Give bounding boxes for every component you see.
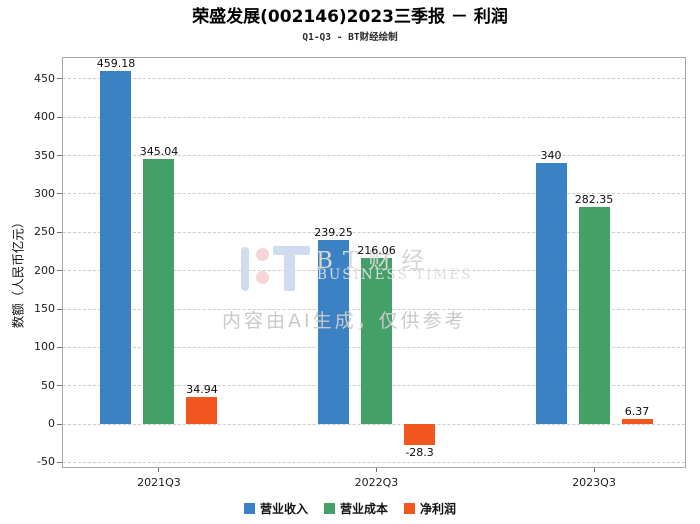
plot-area-border <box>62 57 686 468</box>
y-tick-mark <box>57 346 62 348</box>
legend-label-cost: 营业成本 <box>339 502 388 516</box>
y-tick-mark <box>57 116 62 118</box>
y-tick-label: 50 <box>41 378 55 392</box>
gridline <box>63 231 685 233</box>
bar-2022Q3-s2 <box>403 423 435 446</box>
gridline <box>63 461 685 463</box>
y-tick-label: 250 <box>34 225 55 239</box>
bar-2022Q3-s0 <box>317 240 349 424</box>
legend-marker-net-profit-icon <box>404 503 415 514</box>
y-tick-mark <box>57 193 62 195</box>
legend-label-net-profit: 净利润 <box>420 502 457 516</box>
y-tick-label: 350 <box>34 148 55 162</box>
y-tick-mark <box>57 461 62 463</box>
legend-item-net-profit: 净利润 <box>404 500 456 517</box>
bar-value-label: 459.18 <box>96 57 136 71</box>
y-tick-mark <box>57 231 62 233</box>
legend-marker-cost-icon <box>323 503 335 514</box>
gridline <box>63 423 685 425</box>
legend-marker-revenue-icon <box>243 503 255 514</box>
x-tick-mark <box>375 468 377 472</box>
bar-2021Q3-s2 <box>186 396 218 424</box>
y-tick-label: 400 <box>34 110 55 124</box>
y-tick-mark <box>57 385 62 387</box>
bar-value-label: 282.35 <box>574 193 614 207</box>
y-tick-mark <box>57 308 62 310</box>
bar-value-label: 345.04 <box>139 144 179 158</box>
bar-2021Q3-s0 <box>100 71 132 424</box>
bar-2022Q3-s1 <box>360 257 392 424</box>
y-tick-mark <box>57 423 62 425</box>
bar-2023Q3-s0 <box>535 162 567 424</box>
legend: 营业收入 营业成本 净利润 <box>0 500 700 517</box>
bar-value-label: 6.37 <box>624 404 650 418</box>
y-tick-mark <box>57 270 62 272</box>
gridline <box>63 116 685 118</box>
bar-value-label: 34.94 <box>186 382 218 396</box>
x-tick-label: 2023Q3 <box>572 476 616 489</box>
x-tick-label: 2021Q3 <box>137 476 181 489</box>
chart-subtitle: Q1-Q3 - BT财经绘制 <box>302 32 398 43</box>
bar-2023Q3-s1 <box>578 207 610 424</box>
x-tick-label: 2022Q3 <box>354 476 399 489</box>
chart-title: 荣盛发展(002146)2023三季报 － 利润 <box>192 7 508 27</box>
y-tick-label: 100 <box>34 340 55 354</box>
bar-value-label: 340 <box>540 148 562 162</box>
bar-value-label: 216.06 <box>357 243 396 257</box>
legend-item-revenue: 营业收入 <box>243 500 308 517</box>
bar-value-label: -28.3 <box>405 446 434 460</box>
y-tick-label: -50 <box>37 455 55 469</box>
x-tick-mark <box>593 468 595 472</box>
gridline <box>63 155 685 157</box>
legend-item-cost: 营业成本 <box>323 500 388 517</box>
y-tick-mark <box>57 155 62 157</box>
y-tick-label: 200 <box>34 263 55 277</box>
y-tick-label: 150 <box>34 302 55 315</box>
y-tick-label: 0 <box>48 417 55 431</box>
bar-2021Q3-s1 <box>143 158 175 424</box>
y-tick-label: 450 <box>34 71 55 85</box>
bar-2023Q3-s2 <box>621 418 653 424</box>
legend-label-revenue: 营业收入 <box>259 502 308 516</box>
y-tick-label: 300 <box>34 186 55 200</box>
gridline <box>63 78 685 80</box>
bar-value-label: 239.25 <box>314 226 353 240</box>
x-tick-mark <box>158 468 160 472</box>
y-tick-mark <box>57 78 62 80</box>
gridline <box>63 193 685 195</box>
